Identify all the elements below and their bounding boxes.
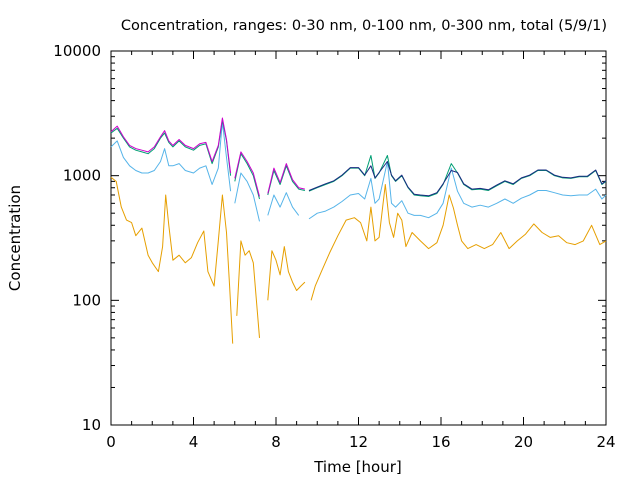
series-line-5 [308, 161, 607, 197]
y-tick-label: 10000 [53, 42, 101, 60]
x-axis-title: Time [hour] [313, 458, 402, 476]
x-tick-label: 24 [596, 433, 615, 451]
series-line-3 [110, 119, 607, 200]
y-tick-label: 100 [72, 291, 101, 309]
series-line-2 [110, 121, 607, 222]
x-tick-label: 16 [431, 433, 450, 451]
series-line-1 [110, 176, 607, 344]
plot-area: 10 100 1000 10000 0 4 8 12 16 20 24 [53, 42, 615, 451]
series-line-4 [110, 117, 306, 197]
x-tick-label: 8 [271, 433, 281, 451]
x-tick-label: 12 [349, 433, 368, 451]
y-tick-label: 1000 [63, 167, 101, 185]
x-tick-label: 20 [514, 433, 533, 451]
x-tick-label: 0 [106, 433, 116, 451]
x-tick-label: 4 [189, 433, 199, 451]
chart-title: Concentration, ranges: 0-30 nm, 0-100 nm… [121, 18, 607, 34]
y-axis-title: Concentration [6, 185, 24, 291]
plot-frame [110, 50, 607, 426]
y-tick-label: 10 [82, 416, 101, 434]
